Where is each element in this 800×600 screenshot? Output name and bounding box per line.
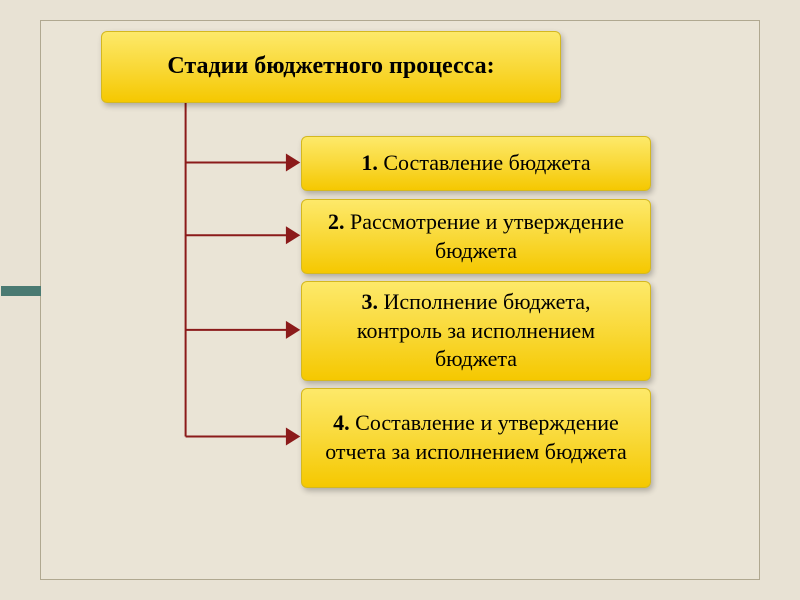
stage-box-2: 2. Рассмотрение и утверждение бюджета [301,199,651,274]
stage-num-2: 2. [328,209,350,234]
stage-box-4: 4. Составление и утверждение отчета за и… [301,388,651,488]
stage-box-3: 3. Исполнение бюджета, контроль за испол… [301,281,651,381]
header-text: Стадии бюджетного процесса: [167,51,494,82]
stage-num-4: 4. [333,410,355,435]
stage-num-3: 3. [362,289,384,314]
diagram-container: Стадии бюджетного процесса: 1. Составлен… [41,21,759,579]
stage-text-4: 4. Составление и утверждение отчета за и… [320,409,632,466]
stage-text-3: 3. Исполнение бюджета, контроль за испол… [320,288,632,374]
stage-box-1: 1. Составление бюджета [301,136,651,191]
accent-bar [1,286,41,296]
stage-text-2: 2. Рассмотрение и утверждение бюджета [320,208,632,265]
stage-num-1: 1. [361,150,383,175]
header-box: Стадии бюджетного процесса: [101,31,561,103]
slide-frame: Стадии бюджетного процесса: 1. Составлен… [40,20,760,580]
stage-text-1: 1. Составление бюджета [361,149,590,178]
